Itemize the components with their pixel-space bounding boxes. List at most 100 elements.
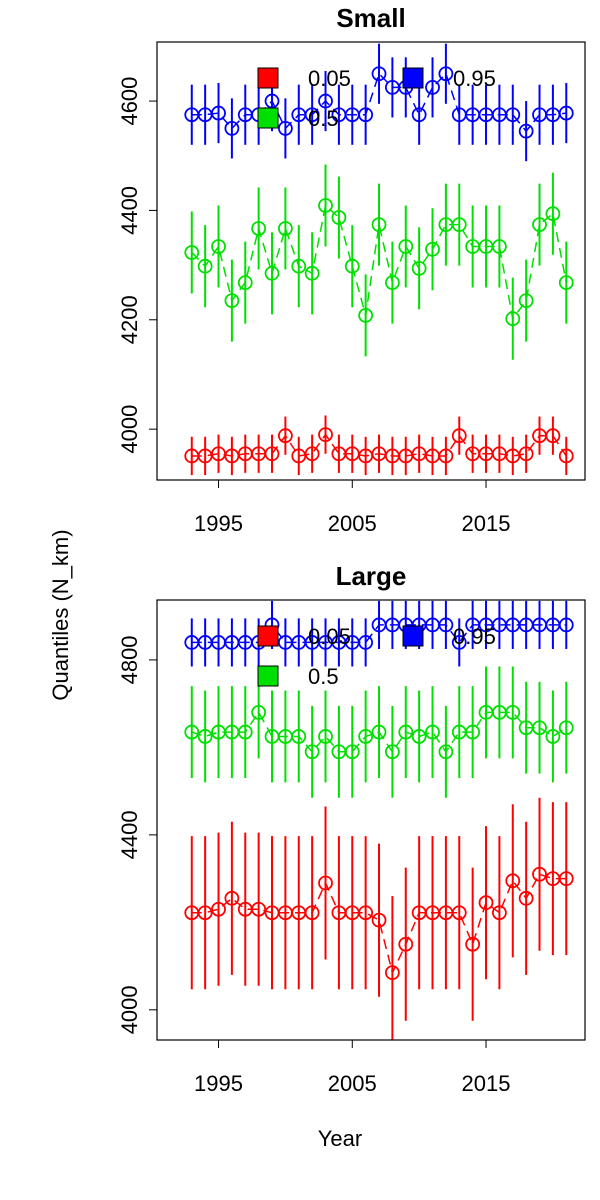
point bbox=[545, 428, 561, 444]
point bbox=[532, 217, 547, 233]
point bbox=[197, 729, 213, 744]
point bbox=[398, 724, 414, 740]
y-tick-label: 4400 bbox=[117, 186, 142, 235]
point bbox=[304, 905, 320, 921]
chart-title: Large bbox=[336, 561, 407, 591]
legend-label: 0.95 bbox=[453, 624, 496, 649]
legend-label: 0.95 bbox=[453, 66, 496, 91]
point bbox=[438, 448, 454, 464]
point bbox=[358, 905, 374, 921]
series-line bbox=[191, 72, 567, 133]
point bbox=[411, 729, 427, 744]
point bbox=[237, 724, 253, 740]
y-tick-label: 4000 bbox=[117, 405, 142, 454]
point bbox=[371, 66, 387, 82]
point bbox=[358, 308, 374, 323]
y-tick-label: 4200 bbox=[117, 295, 142, 344]
point bbox=[558, 871, 574, 887]
point bbox=[558, 275, 574, 290]
point bbox=[344, 744, 360, 760]
point bbox=[277, 120, 293, 136]
point bbox=[411, 260, 427, 276]
point bbox=[398, 239, 414, 254]
point bbox=[318, 93, 333, 109]
point bbox=[398, 936, 414, 952]
point bbox=[224, 120, 240, 136]
point bbox=[197, 258, 213, 274]
point bbox=[425, 241, 440, 257]
point bbox=[304, 744, 320, 760]
plot-frame bbox=[156, 41, 586, 481]
x-tick-label: 1995 bbox=[194, 511, 243, 536]
point bbox=[344, 258, 360, 274]
point bbox=[451, 217, 467, 233]
plot-area bbox=[184, 600, 574, 1040]
y-tick-label: 4600 bbox=[117, 77, 142, 126]
point bbox=[304, 265, 320, 281]
point bbox=[505, 311, 521, 327]
legend-label: 0.5 bbox=[308, 106, 339, 131]
point bbox=[358, 729, 374, 744]
point bbox=[532, 720, 547, 736]
point bbox=[491, 905, 507, 921]
point bbox=[318, 729, 333, 744]
legend-label: 0.05 bbox=[308, 624, 351, 649]
point bbox=[371, 217, 387, 233]
point bbox=[465, 724, 481, 740]
x-tick-label: 1995 bbox=[194, 1071, 243, 1096]
point bbox=[438, 617, 454, 633]
point bbox=[277, 428, 293, 444]
point bbox=[318, 875, 333, 891]
point bbox=[491, 239, 507, 254]
point bbox=[251, 221, 267, 236]
point bbox=[371, 912, 387, 928]
point bbox=[264, 446, 280, 462]
point bbox=[318, 198, 333, 213]
point bbox=[505, 107, 521, 123]
point bbox=[518, 446, 534, 462]
point bbox=[451, 905, 467, 921]
point bbox=[425, 724, 440, 740]
point bbox=[505, 705, 521, 720]
point bbox=[558, 105, 574, 121]
point bbox=[251, 705, 267, 720]
series-line bbox=[191, 873, 567, 975]
point bbox=[211, 239, 226, 254]
point bbox=[291, 729, 307, 744]
plot-area bbox=[184, 43, 574, 476]
point bbox=[224, 890, 240, 906]
legend-swatch bbox=[257, 625, 279, 647]
chart-title: Small bbox=[336, 3, 405, 33]
point bbox=[211, 105, 226, 121]
point bbox=[251, 901, 267, 917]
x-tick-label: 2005 bbox=[328, 511, 377, 536]
point bbox=[384, 965, 400, 981]
point bbox=[558, 448, 574, 464]
point bbox=[438, 744, 454, 760]
point bbox=[291, 258, 307, 274]
legend-swatch bbox=[257, 107, 279, 129]
series-line bbox=[191, 204, 568, 321]
plot-frame bbox=[156, 599, 586, 1041]
point bbox=[224, 293, 240, 309]
point bbox=[518, 293, 534, 309]
point bbox=[371, 724, 387, 740]
point bbox=[318, 427, 333, 443]
x-axis-label: Year bbox=[318, 1126, 362, 1151]
point bbox=[425, 79, 440, 95]
point bbox=[237, 275, 253, 290]
y-axis-label: Quantiles (N_km) bbox=[48, 529, 73, 700]
point bbox=[197, 905, 213, 921]
point bbox=[438, 66, 454, 82]
point bbox=[184, 245, 200, 260]
point bbox=[277, 221, 293, 236]
point bbox=[505, 873, 521, 889]
point bbox=[532, 866, 547, 882]
legend-label: 0.05 bbox=[308, 66, 351, 91]
point bbox=[264, 265, 280, 281]
point bbox=[304, 107, 320, 123]
x-tick-label: 2005 bbox=[328, 1071, 377, 1096]
y-tick-label: 4400 bbox=[117, 810, 142, 859]
legend-swatch bbox=[402, 625, 424, 647]
